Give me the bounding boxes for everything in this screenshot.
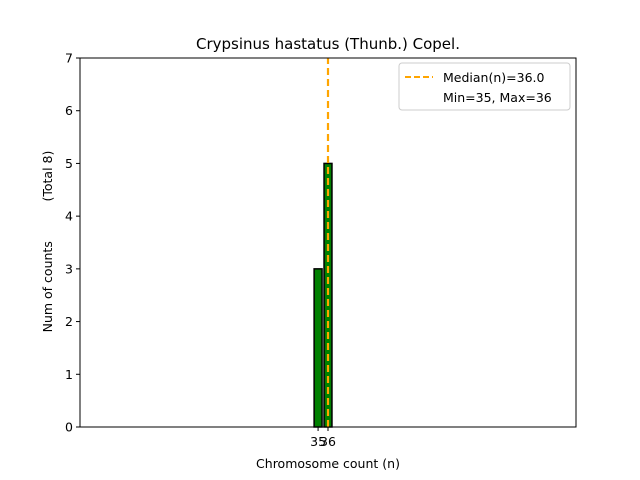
y-tick-label: 4 xyxy=(65,209,73,224)
legend-minmax-entry: Min=35, Max=36 xyxy=(443,90,552,105)
y-axis-ticks: 0 1 2 3 4 5 6 7 xyxy=(65,51,80,435)
y-tick-label: 6 xyxy=(65,103,73,118)
y-axis-label: Num of counts xyxy=(40,241,55,332)
x-axis-label: Chromosome count (n) xyxy=(256,456,400,471)
y-tick-label: 7 xyxy=(65,51,73,66)
legend: Median(n)=36.0 Min=35, Max=36 xyxy=(398,62,571,111)
y-tick-label: 2 xyxy=(65,314,73,329)
y-tick-label: 0 xyxy=(65,420,73,435)
legend-median-entry: Median(n)=36.0 xyxy=(443,70,544,85)
chart-title: Crypsinus hastatus (Thunb.) Copel. xyxy=(196,35,460,53)
bar-35 xyxy=(313,268,323,428)
y-tick-label: 1 xyxy=(65,367,73,382)
legend-box xyxy=(398,62,571,111)
y-axis-total-label: (Total 8) xyxy=(40,151,55,202)
x-tick-label: 36 xyxy=(320,434,336,449)
y-tick-label: 5 xyxy=(65,156,73,171)
x-tick-label: 35 xyxy=(310,434,326,449)
y-tick-label: 3 xyxy=(65,261,73,276)
